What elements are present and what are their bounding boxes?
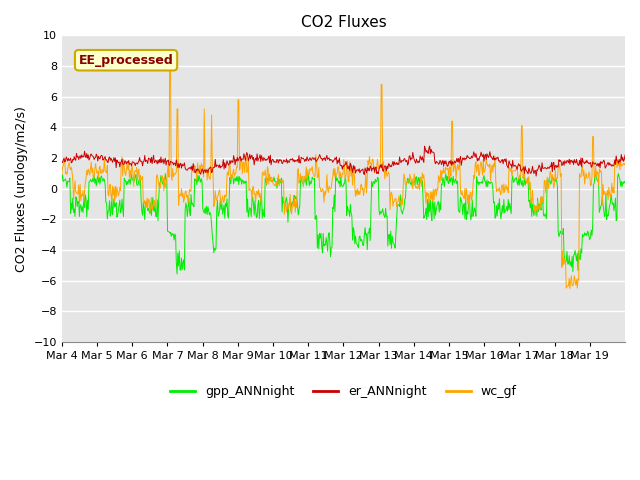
Y-axis label: CO2 Fluxes (urology/m2/s): CO2 Fluxes (urology/m2/s): [15, 106, 28, 272]
Legend: gpp_ANNnight, er_ANNnight, wc_gf: gpp_ANNnight, er_ANNnight, wc_gf: [165, 380, 522, 403]
Text: EE_processed: EE_processed: [79, 54, 173, 67]
Title: CO2 Fluxes: CO2 Fluxes: [301, 15, 387, 30]
